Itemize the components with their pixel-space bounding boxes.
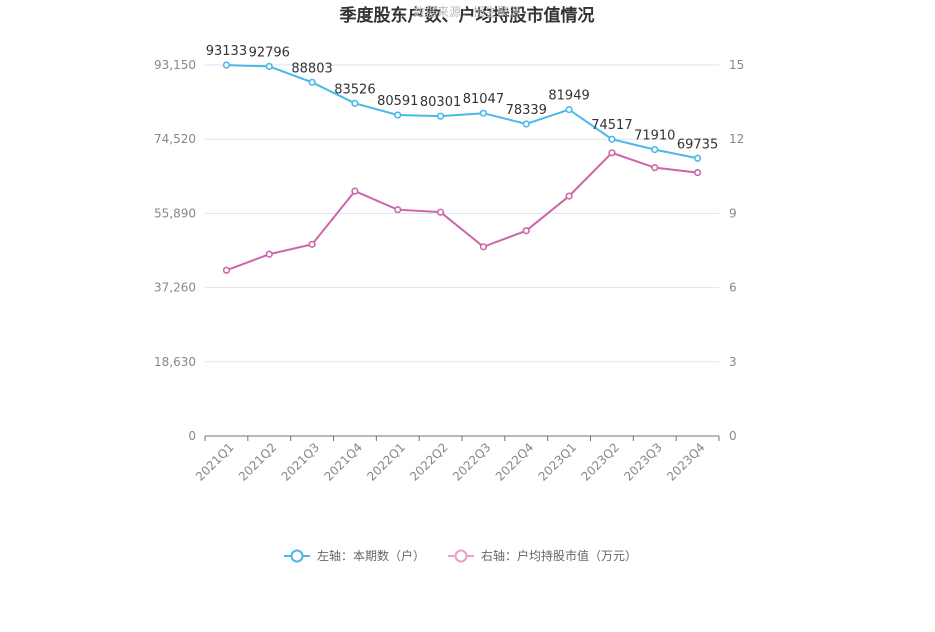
legend[interactable]: 左轴：本期数（户） 右轴：户均持股市值（万元）	[284, 548, 637, 563]
y-right-tick-label: 9	[729, 206, 737, 220]
data-label: 83526	[334, 82, 375, 97]
data-point-left	[651, 145, 659, 154]
data-point-left	[222, 61, 231, 69]
data-point-left	[436, 112, 445, 120]
x-tick-label: 2023Q3	[621, 440, 665, 484]
data-label: 69735	[677, 137, 718, 152]
legend-marker-left	[290, 549, 304, 563]
data-point-left	[394, 111, 402, 119]
data-point-right	[479, 243, 488, 251]
data-point-right	[308, 240, 316, 248]
data-point-left	[265, 62, 273, 71]
x-tick-label: 2021Q1	[193, 440, 237, 484]
legend-label-left: 左轴：本期数（户）	[317, 548, 425, 563]
data-label: 88803	[291, 61, 332, 76]
y-right-tick-label: 0	[729, 429, 737, 443]
x-tick-label: 2023Q2	[578, 440, 622, 484]
data-point-right	[351, 187, 359, 195]
data-point-left	[522, 120, 530, 128]
legend-label-right: 右轴：户均持股市值（万元）	[481, 548, 637, 563]
x-tick-label: 2021Q4	[321, 440, 365, 484]
y-right-tick-label: 15	[729, 58, 744, 72]
x-tick-label: 2022Q3	[450, 440, 494, 484]
chart-title: 季度股东户数、户均持股市值情况	[340, 5, 595, 26]
data-point-right	[265, 250, 273, 258]
legend-item-right-series[interactable]: 右轴：户均持股市值（万元）	[448, 548, 637, 563]
y-left-tick-label: 18,630	[154, 355, 196, 369]
y-right-tick-label: 6	[729, 281, 737, 295]
x-tick-label: 2022Q2	[407, 440, 451, 484]
data-point-right	[222, 266, 231, 274]
x-tick-label: 2022Q4	[493, 440, 537, 484]
y-left-tick-label: 37,260	[154, 281, 196, 295]
data-point-right	[565, 192, 573, 200]
data-point-right	[693, 168, 702, 177]
legend-item-left-series[interactable]: 左轴：本期数（户）	[284, 548, 425, 563]
y-left-tick-label: 74,520	[154, 132, 196, 146]
x-axis: 2021Q1 2021Q2 2021Q3 2021Q4 2022Q1 2022Q2 2022…	[193, 435, 720, 484]
y-left-tick-label: 0	[188, 429, 196, 443]
x-tick-label: 2021Q2	[236, 440, 280, 484]
series-line-right	[226, 151, 698, 272]
data-point-right	[608, 149, 616, 157]
data-label: 80591	[377, 94, 418, 109]
y-left-tick-label: 93,150	[154, 58, 196, 72]
watermark: 数据来源：恒生聚源	[413, 4, 521, 19]
data-point-left	[565, 106, 573, 114]
data-point-left	[479, 109, 488, 117]
legend-marker-right	[454, 549, 468, 563]
series-line-left	[226, 64, 698, 160]
data-label: 81949	[548, 89, 589, 104]
data-point-right	[436, 208, 445, 216]
x-tick-label: 2021Q3	[279, 440, 323, 484]
data-label: 74517	[591, 118, 632, 133]
x-tick-label: 2022Q1	[364, 440, 408, 484]
data-label: 92796	[249, 45, 290, 60]
y-axis-left: 0 18,630 37,260 55,890 74,520 93,150	[154, 58, 196, 443]
x-tick-label: 2023Q4	[664, 440, 708, 484]
y-right-tick-label: 12	[729, 132, 744, 146]
data-point-left	[608, 135, 616, 143]
data-point-left	[351, 99, 359, 107]
data-point-left	[308, 78, 316, 86]
y-axis-right: 0 3 6 9 12 15	[729, 58, 744, 443]
x-tick-label: 2023Q1	[536, 440, 580, 484]
data-label: 71910	[634, 129, 675, 144]
data-label: 93133	[206, 44, 247, 59]
data-label: 78339	[506, 103, 547, 118]
y-left-tick-label: 55,890	[154, 206, 196, 220]
data-point-right	[522, 227, 530, 235]
y-right-tick-label: 3	[729, 355, 737, 369]
data-label: 80301	[420, 95, 461, 110]
data-point-right	[651, 164, 659, 172]
grid-lines	[205, 64, 719, 363]
data-point-right	[394, 206, 402, 214]
data-label: 81047	[463, 92, 504, 107]
data-point-left	[693, 154, 702, 162]
